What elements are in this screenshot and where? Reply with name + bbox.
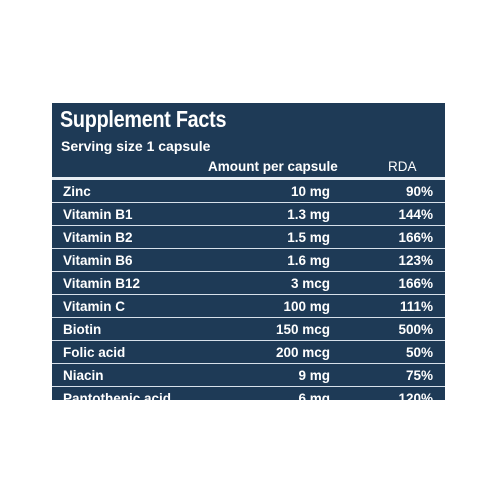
panel-title: Supplement Facts xyxy=(60,106,227,132)
nutrient-rda: 123% xyxy=(398,253,433,268)
serving-size: Serving size 1 capsule xyxy=(61,138,211,154)
nutrient-amount: 1.3 mg xyxy=(287,207,330,222)
nutrient-name: Niacin xyxy=(63,368,104,383)
table-row: Vitamin B6 1.6 mg 123% xyxy=(52,249,445,272)
nutrient-rda: 75% xyxy=(405,368,433,383)
nutrient-amount: 1.5 mg xyxy=(287,230,330,245)
nutrient-rda: 166% xyxy=(398,230,433,245)
nutrient-rda: 120% xyxy=(398,391,433,400)
table-row: Vitamin B1 1.3 mg 144% xyxy=(52,203,445,226)
table-row: Vitamin B2 1.5 mg 166% xyxy=(52,226,445,249)
table-row: Biotin 150 mcg 500% xyxy=(52,318,445,341)
nutrient-rda: 500% xyxy=(398,322,433,337)
nutrient-amount: 6 mg xyxy=(298,391,330,400)
table-row: Niacin 9 mg 75% xyxy=(52,364,445,387)
nutrient-rda: 90% xyxy=(405,184,433,199)
nutrient-amount: 200 mcg xyxy=(275,345,330,360)
nutrient-amount: 150 mcg xyxy=(275,322,330,337)
table-row: Pantothenic acid 6 mg 120% xyxy=(52,387,445,400)
nutrient-name: Folic acid xyxy=(63,345,126,360)
nutrient-amount: 3 mcg xyxy=(290,276,330,291)
nutrient-amount: 9 mg xyxy=(298,368,330,383)
supplement-facts-panel: Supplement Facts Serving size 1 capsule … xyxy=(52,103,445,400)
nutrient-name: Pantothenic acid xyxy=(63,391,172,400)
nutrient-rda: 166% xyxy=(398,276,433,291)
nutrient-name: Vitamin B1 xyxy=(63,207,133,222)
nutrient-rda: 144% xyxy=(398,207,433,222)
nutrient-rda: 50% xyxy=(405,345,433,360)
rda-column-header: RDA xyxy=(388,159,417,174)
nutrient-name: Zinc xyxy=(63,184,91,199)
header-divider xyxy=(52,177,445,180)
table-row: Folic acid 200 mcg 50% xyxy=(52,341,445,364)
nutrient-name: Biotin xyxy=(63,322,102,337)
table-row: Vitamin C 100 mg 111% xyxy=(52,295,445,318)
nutrient-name: Vitamin B6 xyxy=(63,253,133,268)
table-row: Zinc 10 mg 90% xyxy=(52,180,445,203)
nutrient-rda: 111% xyxy=(399,299,433,314)
nutrient-amount: 10 mg xyxy=(290,184,330,199)
table-row: Vitamin B12 3 mcg 166% xyxy=(52,272,445,295)
nutrient-amount: 100 mg xyxy=(283,299,330,314)
amount-column-header: Amount per capsule xyxy=(208,159,338,174)
nutrient-name: Vitamin B12 xyxy=(63,276,141,291)
nutrient-table: Zinc 10 mg 90% Vitamin B1 1.3 mg 144% Vi… xyxy=(52,180,445,400)
nutrient-name: Vitamin C xyxy=(63,299,126,314)
nutrient-amount: 1.6 mg xyxy=(287,253,330,268)
nutrient-name: Vitamin B2 xyxy=(63,230,133,245)
